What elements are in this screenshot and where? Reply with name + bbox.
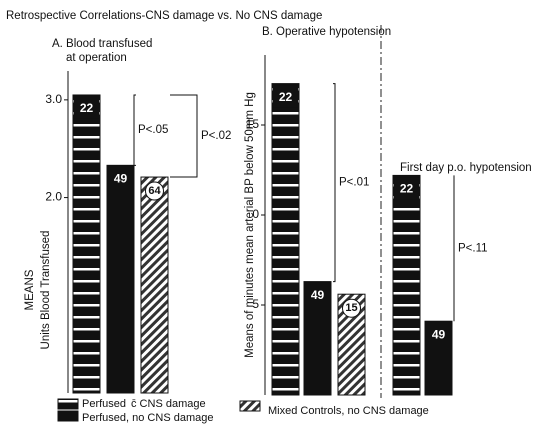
bar-label: 64 [148, 185, 161, 197]
bar [424, 320, 453, 396]
annotation: P<.05 [138, 124, 168, 136]
y-axis-label: MEANS [24, 269, 36, 310]
legend-label: Perfused [82, 398, 126, 410]
bracket [170, 94, 198, 178]
bar-label: 22 [279, 90, 293, 104]
bracket [333, 83, 336, 283]
legend-label: c̄ CNS damage [131, 398, 206, 410]
y-axis-label: Units Blood Transfused [40, 231, 52, 350]
annotation: P<.02 [201, 130, 231, 142]
figure-title: Retrospective Correlations-CNS damage vs… [6, 10, 322, 22]
label-badge [145, 181, 164, 201]
y-tick-label: 5 [252, 297, 259, 311]
annotation: P<.01 [339, 177, 369, 189]
y-tick-label: 3.0 [45, 92, 62, 106]
y-axis-label: Means of minutes mean arterial BP below … [244, 92, 256, 358]
annotation: P<.11 [458, 242, 488, 254]
label-bg [394, 177, 419, 200]
bar-label: 49 [432, 327, 446, 341]
legend-swatch [57, 410, 79, 422]
panel-title: B. Operative hypotension [262, 26, 391, 38]
bar [392, 174, 421, 396]
bar [271, 83, 300, 396]
panel-subtitle: First day p.o. hypotension [400, 162, 532, 174]
y-tick-label: 0 [252, 207, 259, 221]
bar-label: 22 [400, 182, 414, 196]
y-tick-label: 15 [246, 117, 260, 131]
label-bg [273, 85, 298, 108]
label-bg [74, 96, 99, 119]
bracket [133, 94, 136, 166]
bar [303, 281, 332, 396]
bar-label: 22 [80, 101, 94, 115]
legend-swatch [57, 398, 79, 410]
label-badge [342, 298, 361, 318]
legend-label: Perfused, no CNS damage [82, 412, 213, 424]
bar [106, 164, 135, 394]
legend-label: Mixed Controls, no CNS damage [268, 405, 429, 417]
bar [72, 94, 101, 394]
bar-label: 15 [345, 302, 357, 314]
panel-subtitle: at operation [66, 52, 127, 64]
legend-swatch [239, 400, 261, 412]
panel-title: A. Blood transfused [52, 38, 152, 50]
bar [140, 176, 169, 394]
bar-label: 49 [311, 288, 325, 302]
y-tick-label: 2.0 [45, 190, 62, 204]
bar-label: 49 [114, 171, 128, 185]
